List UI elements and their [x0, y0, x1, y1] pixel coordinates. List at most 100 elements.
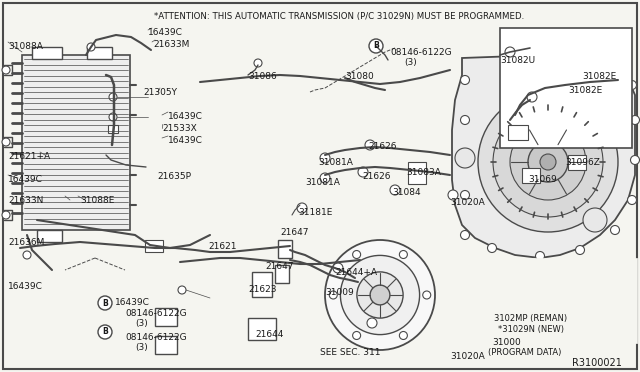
- Circle shape: [478, 92, 618, 232]
- Text: 21626: 21626: [368, 142, 397, 151]
- Bar: [32, 47, 62, 59]
- Circle shape: [525, 51, 534, 60]
- Circle shape: [87, 43, 95, 51]
- Bar: [530, 56, 570, 71]
- Circle shape: [109, 93, 117, 101]
- Circle shape: [528, 142, 568, 182]
- Text: 31020A: 31020A: [450, 198, 484, 207]
- Bar: [108, 125, 118, 133]
- Circle shape: [340, 256, 420, 334]
- Bar: [568, 155, 586, 170]
- Text: 21633M: 21633M: [153, 40, 189, 49]
- Bar: [278, 240, 292, 258]
- Circle shape: [365, 140, 375, 150]
- Circle shape: [461, 190, 470, 199]
- Polygon shape: [452, 55, 635, 258]
- Text: SEE SEC. 311: SEE SEC. 311: [320, 348, 381, 357]
- Circle shape: [399, 331, 408, 340]
- Text: B: B: [373, 42, 379, 51]
- Bar: [522, 168, 540, 183]
- Circle shape: [627, 80, 637, 90]
- Bar: [275, 265, 289, 283]
- Text: 21621+A: 21621+A: [8, 152, 50, 161]
- Text: 21644+A: 21644+A: [335, 268, 377, 277]
- Circle shape: [353, 250, 360, 259]
- Circle shape: [329, 291, 337, 299]
- Text: 31082E: 31082E: [582, 72, 616, 81]
- Text: 31181E: 31181E: [298, 208, 332, 217]
- Text: 16439C: 16439C: [8, 282, 43, 291]
- Text: 16439C: 16439C: [8, 175, 43, 184]
- Text: B: B: [102, 298, 108, 308]
- Circle shape: [320, 153, 330, 163]
- Circle shape: [461, 115, 470, 125]
- Bar: [155, 308, 177, 326]
- Circle shape: [461, 76, 470, 84]
- Bar: [37, 230, 62, 242]
- Circle shape: [576, 81, 604, 109]
- Text: 21647: 21647: [280, 228, 308, 237]
- Circle shape: [527, 92, 537, 102]
- Text: 08146-6122G: 08146-6122G: [125, 333, 187, 342]
- Circle shape: [353, 331, 360, 340]
- Text: 16439C: 16439C: [115, 298, 150, 307]
- Text: 21647: 21647: [265, 262, 294, 271]
- Circle shape: [611, 225, 620, 234]
- Text: 31088E: 31088E: [80, 196, 115, 205]
- Circle shape: [367, 318, 377, 328]
- Circle shape: [369, 39, 383, 53]
- Circle shape: [448, 190, 458, 200]
- Circle shape: [358, 167, 368, 177]
- Circle shape: [493, 107, 603, 217]
- Bar: [248, 318, 276, 340]
- Text: 31081A: 31081A: [305, 178, 340, 187]
- Text: *ATTENTION: THIS AUTOMATIC TRANSMISSION (P/C 31029N) MUST BE PROGRAMMED.: *ATTENTION: THIS AUTOMATIC TRANSMISSION …: [154, 12, 524, 21]
- Circle shape: [630, 115, 639, 125]
- Bar: [462, 258, 637, 343]
- Circle shape: [325, 240, 435, 350]
- Bar: [155, 336, 177, 354]
- Circle shape: [455, 148, 475, 168]
- Text: 16439C: 16439C: [168, 112, 203, 121]
- Circle shape: [333, 263, 343, 273]
- Text: 21644: 21644: [255, 330, 284, 339]
- Circle shape: [109, 113, 117, 121]
- Circle shape: [605, 61, 614, 70]
- Text: (3): (3): [404, 58, 417, 67]
- Text: 21626: 21626: [362, 172, 390, 181]
- Text: 21533X: 21533X: [162, 124, 196, 133]
- Text: (3): (3): [135, 343, 148, 352]
- Circle shape: [575, 246, 584, 254]
- Circle shape: [390, 185, 400, 195]
- Text: 31081A: 31081A: [318, 158, 353, 167]
- Text: 21635P: 21635P: [157, 172, 191, 181]
- Circle shape: [98, 296, 112, 310]
- Circle shape: [423, 291, 431, 299]
- Text: B: B: [102, 327, 108, 337]
- Circle shape: [254, 59, 262, 67]
- Circle shape: [536, 251, 545, 260]
- Text: 21623: 21623: [248, 285, 276, 294]
- Text: 31082U: 31082U: [500, 56, 535, 65]
- Bar: [87, 47, 112, 59]
- Text: 31083A: 31083A: [406, 168, 441, 177]
- Circle shape: [583, 208, 607, 232]
- Bar: [145, 240, 163, 252]
- Circle shape: [23, 251, 31, 259]
- Circle shape: [566, 52, 575, 61]
- Circle shape: [488, 244, 497, 253]
- Text: R3100021: R3100021: [572, 358, 622, 368]
- Text: 31000: 31000: [492, 338, 521, 347]
- Circle shape: [370, 285, 390, 305]
- Circle shape: [399, 250, 408, 259]
- Text: (PROGRAM DATA): (PROGRAM DATA): [488, 348, 561, 357]
- Circle shape: [320, 173, 330, 183]
- Text: 08146-6122G: 08146-6122G: [390, 48, 452, 57]
- Circle shape: [540, 154, 556, 170]
- Circle shape: [627, 196, 637, 205]
- Text: 31084: 31084: [392, 188, 420, 197]
- Circle shape: [2, 211, 10, 219]
- Bar: [408, 162, 426, 184]
- Bar: [22, 55, 130, 230]
- Circle shape: [510, 124, 586, 200]
